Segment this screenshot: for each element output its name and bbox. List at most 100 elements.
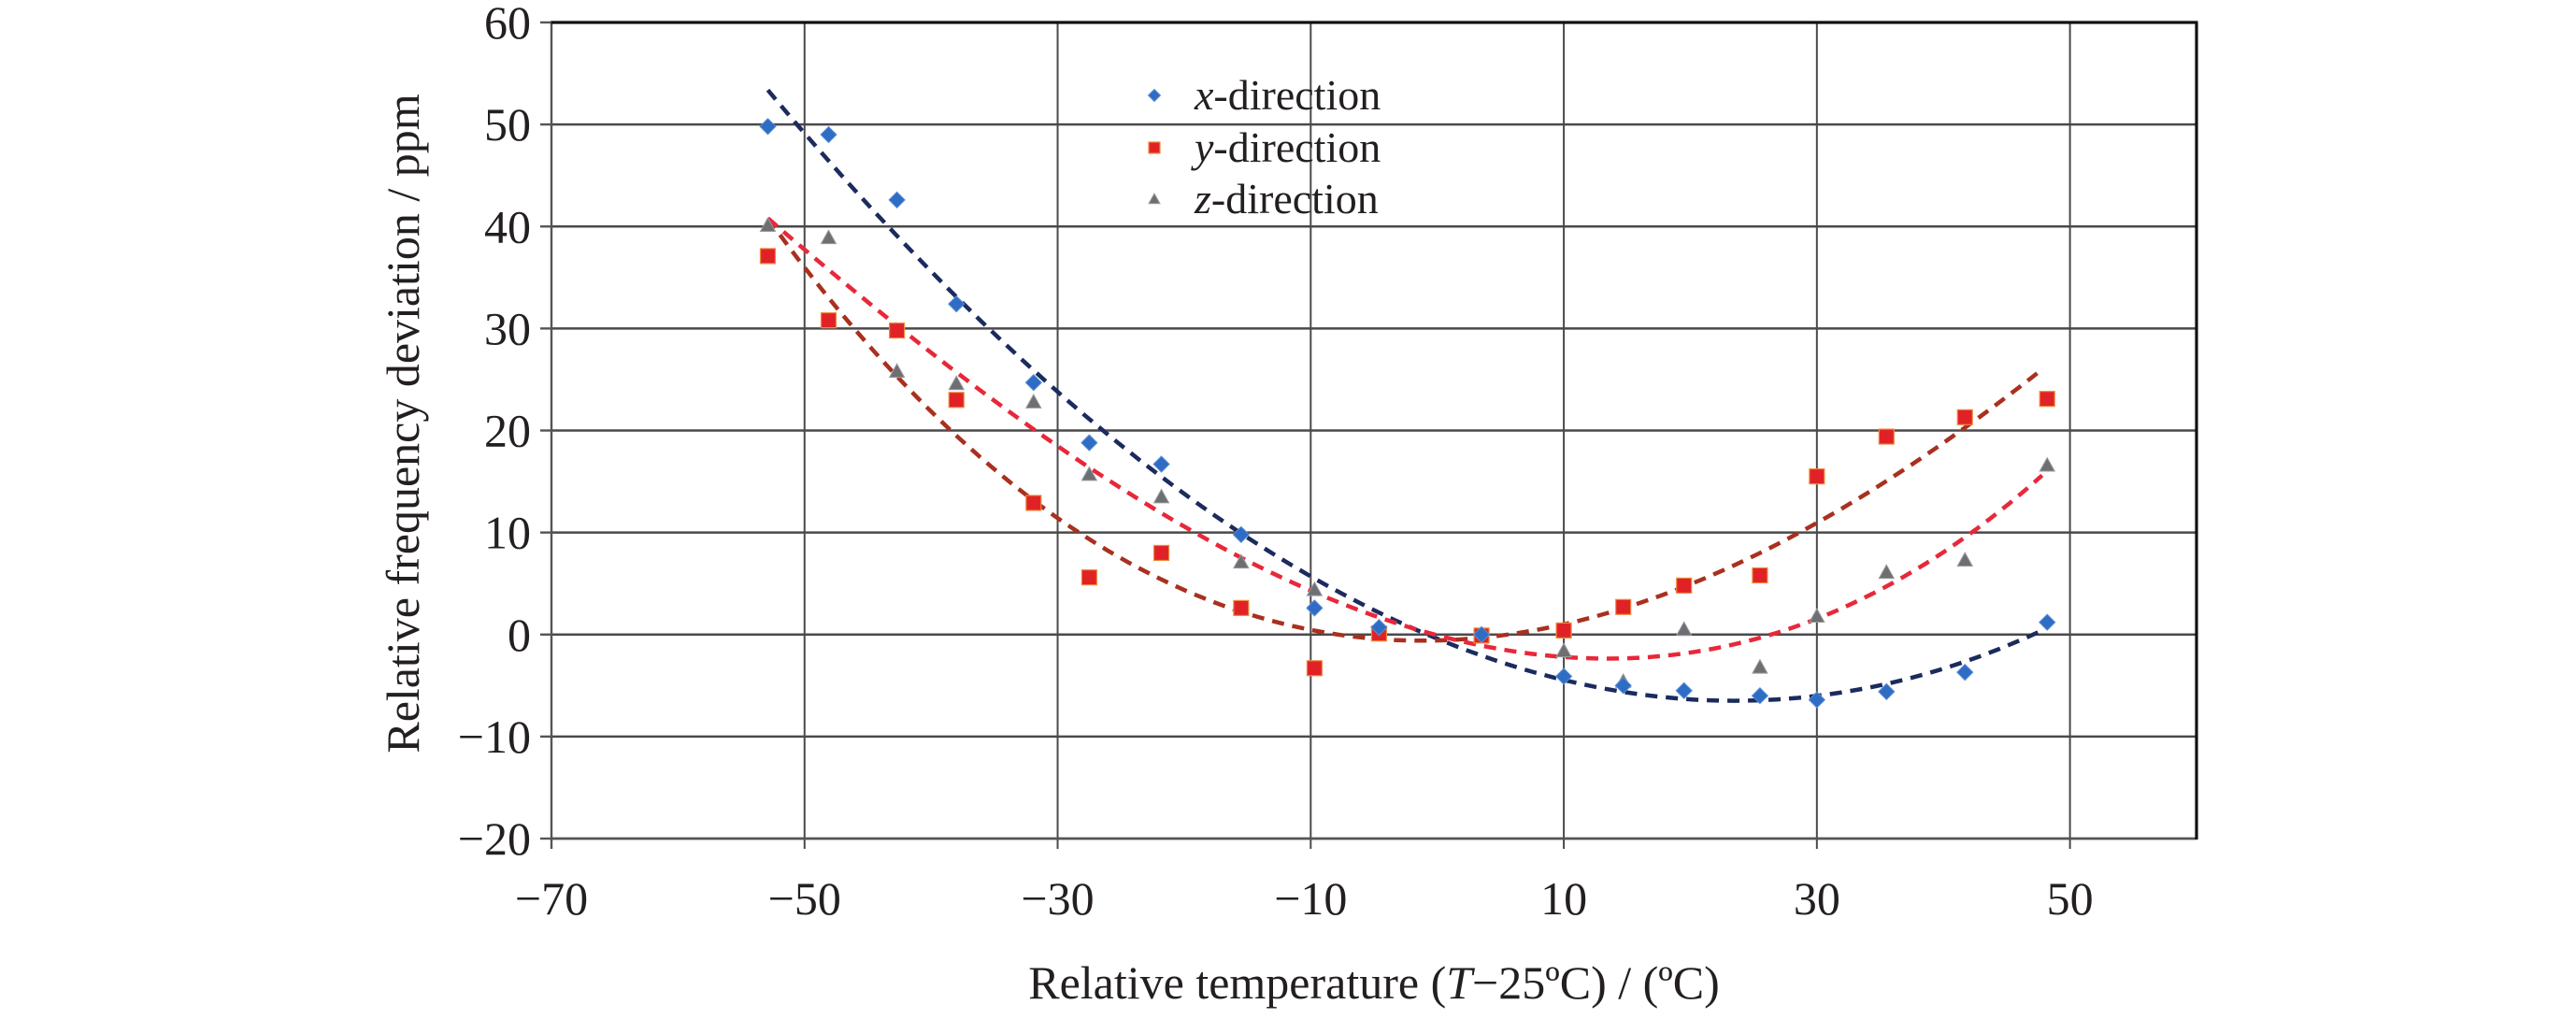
legend-label: x-direction (1194, 71, 1381, 119)
data-point-z-direction (1878, 564, 1896, 580)
legend-label-var: x (1194, 71, 1214, 119)
data-point-z-direction (1080, 466, 1098, 481)
data-point-x-direction (1370, 618, 1388, 637)
data-point-z-direction (1024, 393, 1042, 409)
data-point-y-direction (1306, 660, 1323, 677)
trendlines (766, 88, 2044, 703)
data-point-x-direction (1554, 667, 1573, 685)
legend-label: z-direction (1194, 175, 1379, 222)
data-point-x-direction (820, 125, 837, 144)
x-tick-label: −70 (515, 872, 588, 925)
data-point-y-direction (1233, 599, 1250, 616)
y-tick-label: 60 (484, 0, 531, 49)
y-tick-label: 10 (484, 507, 531, 559)
data-point-z-direction (1808, 608, 1825, 624)
data-point-x-direction (1024, 374, 1043, 392)
y-tick-label: −20 (458, 812, 531, 865)
data-point-x-direction (1675, 682, 1693, 699)
x-axis-title: Relative temperature (T−25ºC) / (ºC) (1028, 956, 1720, 1009)
data-point-x-direction (1306, 599, 1324, 617)
x-axis-title-suffix: −25ºC) / (ºC) (1472, 956, 1720, 1009)
data-point-x-direction (1751, 687, 1769, 705)
legend-item-z-direction: z-direction (1148, 175, 1379, 222)
trendline-z-direction (766, 216, 2044, 661)
y-tick-label: 0 (508, 609, 531, 661)
data-point-z-direction (2039, 456, 2056, 472)
series-x-direction (759, 118, 2056, 709)
data-point-y-direction (1752, 567, 1768, 584)
data-point-z-direction (1232, 553, 1250, 569)
data-point-x-direction (1152, 455, 1170, 473)
data-point-z-direction (1956, 552, 1974, 567)
legend-marker-square (1148, 141, 1161, 154)
legend-item-y-direction: y-direction (1148, 123, 1381, 171)
plot-frame (550, 21, 2198, 849)
data-point-y-direction (888, 322, 906, 339)
y-tick-label: 50 (484, 98, 531, 151)
legend-marker-triangle (1148, 192, 1161, 205)
data-point-x-direction (2039, 613, 2056, 631)
data-point-x-direction (1614, 677, 1632, 695)
data-point-y-direction (1878, 428, 1895, 445)
data-point-z-direction (1306, 581, 1324, 596)
data-point-x-direction (1878, 682, 1896, 701)
data-point-z-direction (759, 217, 777, 233)
data-point-z-direction (1152, 488, 1170, 504)
data-point-y-direction (1956, 409, 1973, 425)
x-axis-title-prefix: Relative temperature ( (1028, 956, 1446, 1009)
x-tick-label: 50 (2047, 872, 2094, 925)
data-point-z-direction (820, 229, 837, 245)
x-tick-label: −10 (1274, 872, 1347, 925)
y-axis-ticks: −20 −10 0 10 20 30 40 50 60 (458, 0, 551, 865)
legend-label-rest: -direction (1213, 71, 1381, 119)
data-point-y-direction (1555, 622, 1572, 639)
data-point-y-direction (1080, 569, 1097, 586)
data-point-x-direction (888, 191, 906, 209)
data-point-z-direction (1752, 658, 1768, 674)
data-point-z-direction (948, 375, 966, 391)
x-tick-label: −50 (768, 872, 841, 925)
data-point-y-direction (1152, 544, 1170, 562)
legend-label: y-direction (1191, 123, 1381, 171)
data-point-z-direction (888, 363, 906, 379)
data-point-y-direction (820, 312, 837, 329)
data-point-y-direction (948, 392, 965, 409)
x-tick-label: 30 (1794, 872, 1840, 925)
data-point-y-direction (1676, 577, 1693, 594)
legend-label-rest: -direction (1213, 123, 1381, 171)
data-point-x-direction (1956, 663, 1974, 682)
data-point-z-direction (1555, 642, 1572, 658)
data-point-x-direction (1232, 525, 1251, 544)
data-point-y-direction (2039, 391, 2055, 408)
legend-label-rest: -direction (1211, 175, 1379, 222)
x-axis-title-italic: T (1446, 956, 1475, 1009)
x-tick-label: 10 (1540, 872, 1587, 925)
data-point-z-direction (1675, 621, 1693, 637)
trendline-y-direction (766, 217, 2044, 643)
data-point-x-direction (1808, 691, 1826, 709)
data-point-y-direction (1615, 598, 1632, 615)
data-point-x-direction (1080, 434, 1098, 452)
data-point-x-direction (1472, 625, 1491, 643)
data-point-x-direction (759, 118, 777, 136)
legend-label-var: y (1191, 123, 1214, 171)
data-points (759, 118, 2056, 709)
y-axis-title: Relative frequency deviation / ppm (377, 93, 429, 753)
x-tick-label: −30 (1021, 872, 1094, 925)
y-tick-label: 40 (484, 200, 531, 252)
legend-item-x-direction: x-direction (1147, 71, 1381, 119)
data-point-x-direction (948, 294, 966, 313)
trendline-x-direction (766, 88, 2043, 703)
y-tick-label: 30 (484, 302, 531, 354)
legend-marker-diamond (1147, 88, 1162, 103)
y-tick-label: 20 (484, 405, 531, 457)
legend-label-var: z (1194, 175, 1211, 222)
y-tick-label: −10 (458, 710, 531, 763)
x-axis-ticks: −70 −50 −30 −10 10 30 50 (515, 872, 2094, 925)
data-point-y-direction (1025, 495, 1042, 511)
data-point-y-direction (1809, 468, 1825, 485)
data-point-y-direction (759, 248, 777, 265)
